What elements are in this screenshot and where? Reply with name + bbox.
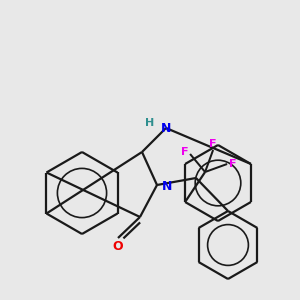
Text: F: F — [209, 139, 217, 149]
Text: N: N — [162, 181, 172, 194]
Text: N: N — [161, 122, 171, 134]
Text: O: O — [113, 239, 123, 253]
Text: F: F — [181, 147, 189, 157]
Text: F: F — [229, 159, 237, 169]
Text: H: H — [146, 118, 154, 128]
